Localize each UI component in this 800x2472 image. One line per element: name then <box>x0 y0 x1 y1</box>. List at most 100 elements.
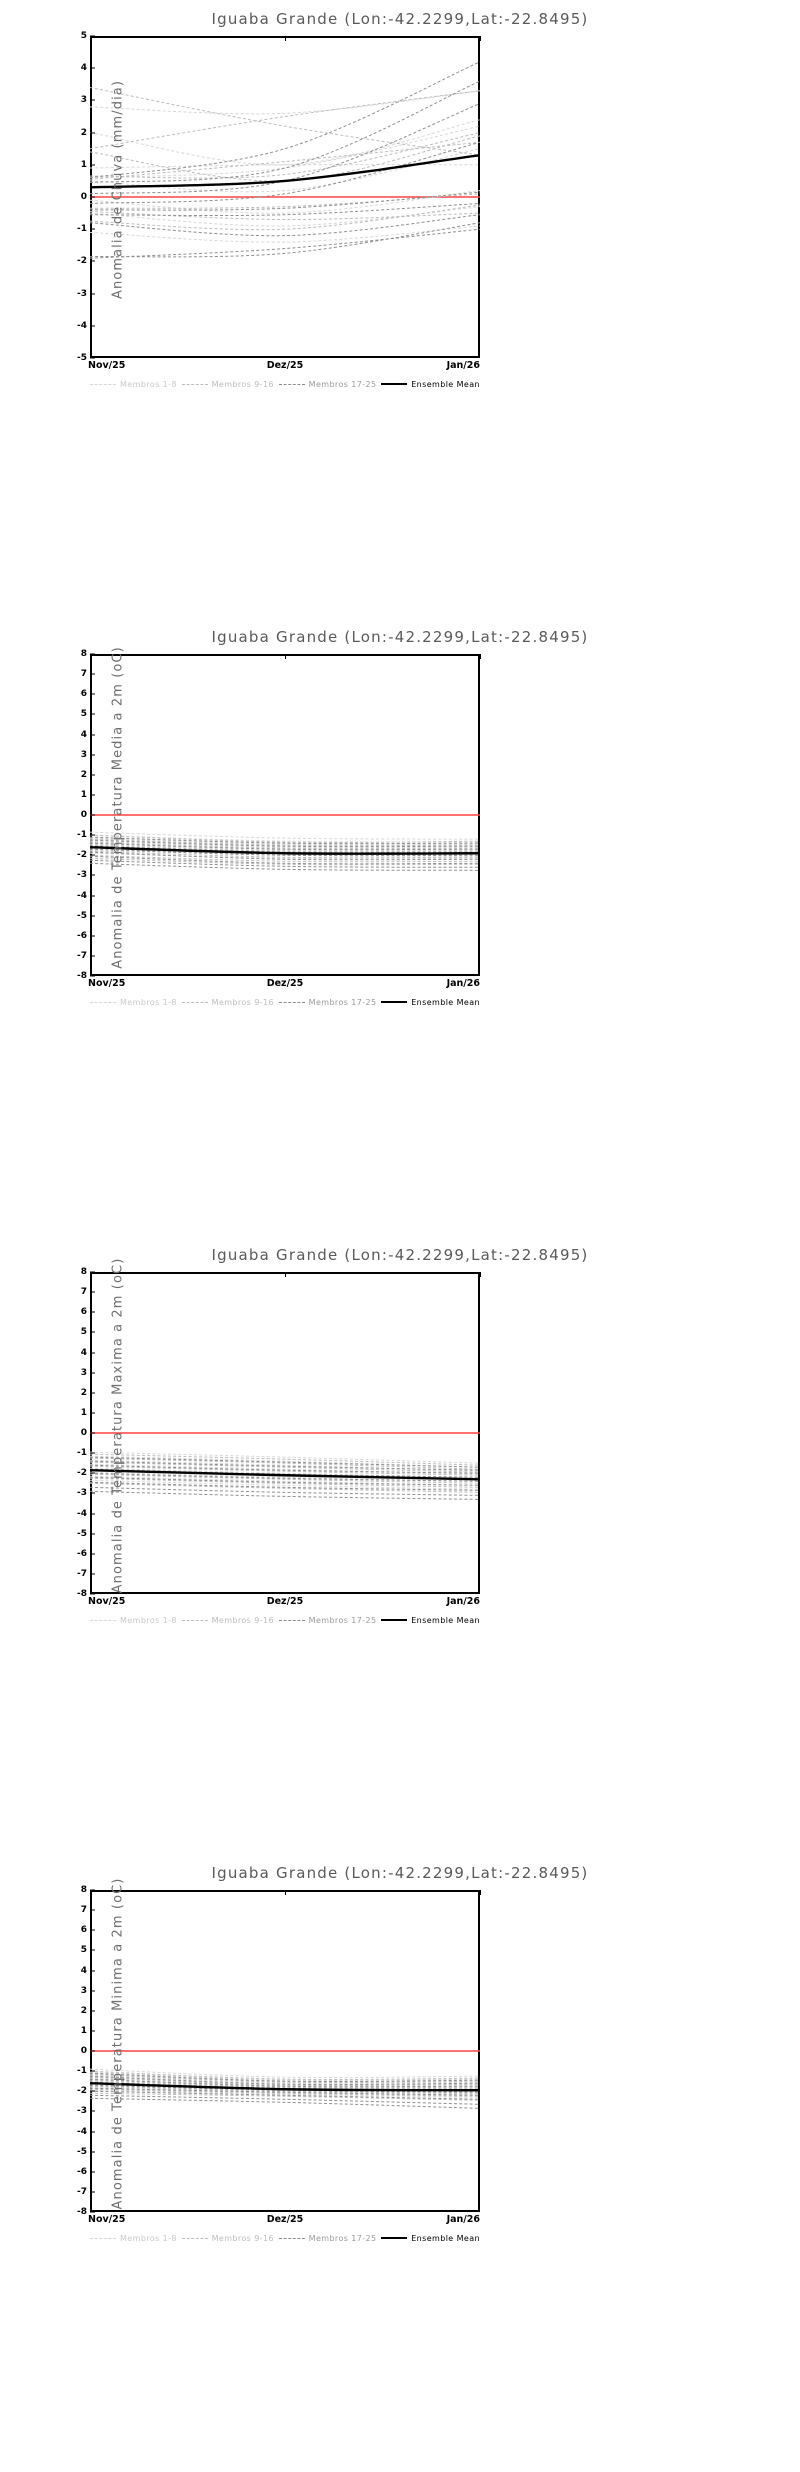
y-tick-mark <box>90 1472 95 1474</box>
x-tick-mark <box>285 654 286 659</box>
member-series-line <box>90 91 480 149</box>
panel-tmean: Iguaba Grande (Lon:-42.2299,Lat:-22.8495… <box>0 618 800 1236</box>
member-series-line <box>90 851 480 857</box>
y-tick-label: -1 <box>77 2066 87 2077</box>
y-tick-mark <box>90 325 95 327</box>
y-tick-label: -3 <box>77 1488 87 1499</box>
x-tick-label: Nov/25 <box>88 1596 126 1607</box>
y-tick-label: 3 <box>80 749 87 760</box>
x-tick-mark <box>285 1890 286 1895</box>
member-series-line <box>90 1461 480 1470</box>
y-tick-mark <box>90 1929 95 1931</box>
plot-canvas-tmean <box>90 654 480 976</box>
legend-precip: Membros 1-8 Membros 9-16 Membros 17-25 Ense… <box>90 376 480 392</box>
legend-item[interactable]: Ensemble Mean <box>381 998 480 1007</box>
y-tick-mark <box>90 2070 95 2072</box>
legend-item-label: Membros 17-25 <box>308 1615 377 1625</box>
y-tick-label: -2 <box>77 2086 87 2097</box>
member-series-line <box>90 855 480 861</box>
y-tick-mark <box>90 653 95 655</box>
legend-item[interactable]: Membros 1-8 <box>90 998 177 1007</box>
legend-item[interactable]: Membros 9-16 <box>181 2233 274 2243</box>
y-tick-mark <box>90 260 95 262</box>
x-tick-label: Jan/26 <box>446 978 480 989</box>
member-series-line <box>90 856 480 864</box>
y-tick-mark <box>90 1533 95 1535</box>
member-series-line <box>90 142 480 203</box>
y-tick-label: 5 <box>80 31 87 41</box>
member-series-line <box>90 1473 480 1481</box>
y-tick-label: 5 <box>80 1327 87 1338</box>
legend-item[interactable]: Ensemble Mean <box>381 380 480 389</box>
y-tick-label: 6 <box>80 689 87 700</box>
legend-item[interactable]: Membros 17-25 <box>278 998 377 1007</box>
x-tick-mark <box>285 1272 286 1277</box>
y-tick-label: -5 <box>77 353 87 363</box>
y-tick-label: 3 <box>80 95 87 106</box>
panel-title-tmean: Iguaba Grande (Lon:-42.2299,Lat:-22.8495… <box>211 628 589 646</box>
legend-item[interactable]: Membros 9-16 <box>181 997 274 1007</box>
x-tick-mark <box>285 36 286 41</box>
y-axis-label-tmax: Anomalia de Temperatura Maxima a 2m (oC) <box>110 1257 126 1594</box>
y-tick-mark <box>90 2110 95 2112</box>
legend-item-label: Membros 9-16 <box>211 1615 274 1625</box>
legend-item[interactable]: Membros 9-16 <box>181 380 274 389</box>
y-tick-mark <box>90 35 95 37</box>
legend-swatch-icon <box>90 1619 116 1621</box>
member-series-line <box>90 1491 480 1499</box>
member-series-line <box>90 88 480 156</box>
member-series-line <box>90 1457 480 1467</box>
panel-title-tmax: Iguaba Grande (Lon:-42.2299,Lat:-22.8495… <box>211 1246 589 1264</box>
y-tick-mark <box>90 357 95 359</box>
legend-item-label: Membros 17-25 <box>308 2233 377 2243</box>
legend-item-label: Ensemble Mean <box>411 1615 480 1625</box>
y-tick-label: -3 <box>77 2106 87 2117</box>
x-tick-mark <box>90 36 91 41</box>
legend-swatch-icon <box>381 1619 408 1621</box>
y-tick-label: 8 <box>80 1885 87 1895</box>
member-series-line <box>90 839 480 845</box>
legend-item-label: Membros 9-16 <box>211 997 274 1007</box>
member-series-line <box>90 838 480 844</box>
member-series-line <box>90 841 480 847</box>
legend-tmean: Membros 1-8 Membros 9-16 Membros 17-25 Ense… <box>90 994 480 1010</box>
member-series-line <box>90 2071 480 2079</box>
legend-item[interactable]: Ensemble Mean <box>381 2234 480 2243</box>
member-series-line <box>90 837 480 843</box>
member-series-line <box>90 1462 480 1472</box>
y-tick-label: 0 <box>80 810 87 820</box>
legend-item[interactable]: Membros 1-8 <box>90 2234 177 2243</box>
legend-item[interactable]: Ensemble Mean <box>381 1616 480 1625</box>
member-series-line <box>90 2077 480 2085</box>
legend-item[interactable]: Membros 9-16 <box>181 1615 274 1625</box>
legend-item[interactable]: Membros 1-8 <box>90 380 177 389</box>
y-tick-label: -2 <box>77 256 87 267</box>
member-series-line <box>90 1465 480 1473</box>
x-tick-mark <box>480 36 481 41</box>
legend-item[interactable]: Membros 17-25 <box>278 380 377 389</box>
ensemble-mean-line <box>90 155 480 187</box>
y-tick-mark <box>90 1909 95 1911</box>
y-tick-label: 0 <box>80 1428 87 1438</box>
member-series-line <box>90 211 480 219</box>
member-series-line <box>90 207 480 226</box>
y-tick-label: 3 <box>80 1367 87 1378</box>
y-tick-mark <box>90 1412 95 1414</box>
x-tick-mark <box>480 1272 481 1277</box>
member-series-line <box>90 2072 480 2080</box>
y-tick-mark <box>90 734 95 735</box>
legend-item[interactable]: Membros 17-25 <box>278 2233 377 2243</box>
y-tick-label: -4 <box>77 1508 87 1519</box>
legend-item-label: Ensemble Mean <box>411 379 480 389</box>
legend-item[interactable]: Membros 17-25 <box>278 1615 377 1625</box>
legend-item-label: Ensemble Mean <box>411 997 480 1007</box>
legend-item-label: Membros 9-16 <box>211 2233 274 2243</box>
y-tick-label: 2 <box>80 2005 87 2016</box>
legend-swatch-icon <box>90 383 116 385</box>
x-tick-mark <box>90 1272 91 1277</box>
y-tick-mark <box>90 293 95 295</box>
y-tick-label: -8 <box>77 971 87 981</box>
legend-swatch-icon <box>90 2237 116 2239</box>
legend-item[interactable]: Membros 1-8 <box>90 1616 177 1625</box>
y-tick-label: 7 <box>80 1905 87 1916</box>
